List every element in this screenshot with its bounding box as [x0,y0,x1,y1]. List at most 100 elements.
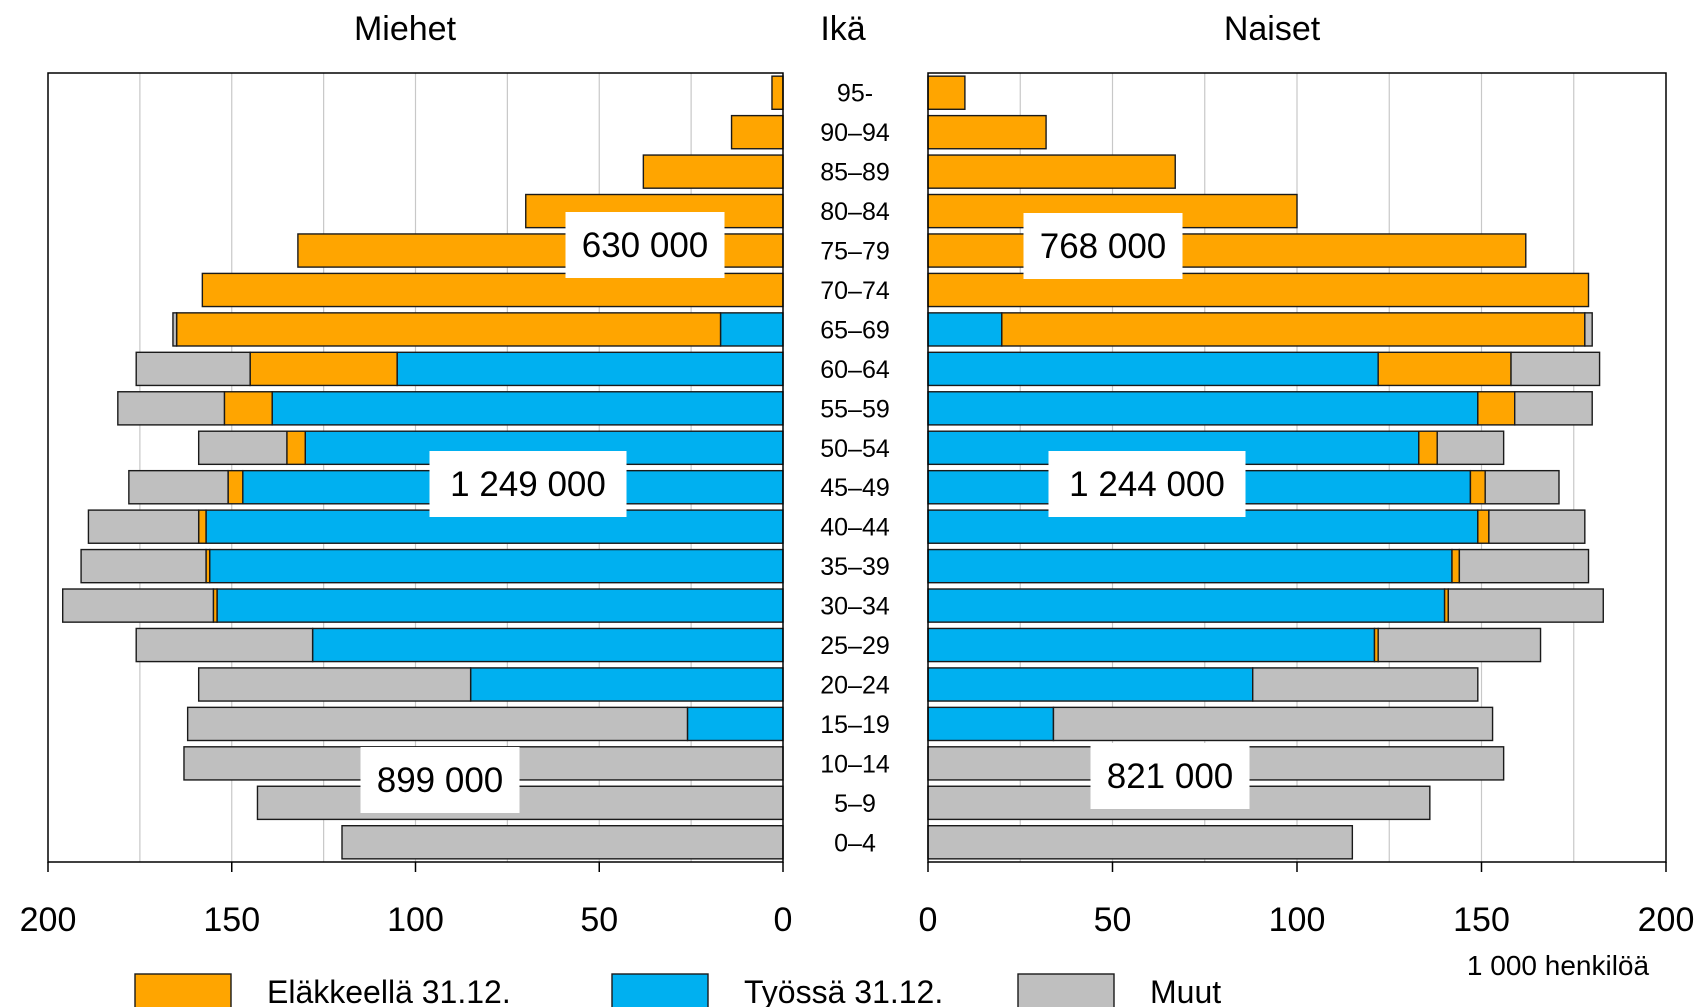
bar-women-other-13 [1447,588,1604,623]
title-age: Ikä [820,10,865,48]
bar-women-working-8 [927,391,1479,426]
age-label-14: 25–29 [820,632,890,660]
title-men: Miehet [354,10,457,48]
bar-women-working-14 [927,627,1376,663]
tick-label-men-100: 100 [387,901,444,939]
women-retired-total-box [1023,213,1183,279]
bar-men-retired-8 [223,391,273,426]
bar-men-other-19 [341,825,784,860]
bar-women-retired-12 [1451,548,1461,584]
bar-men-other-16 [186,706,689,742]
bar-men-working-12 [208,548,784,584]
tick-label-men-150: 150 [203,901,260,939]
bar-women-working-12 [927,548,1453,584]
bar-men-retired-7 [249,351,398,387]
age-label-12: 35–39 [820,553,890,581]
tick-label-men-50: 50 [580,901,618,939]
title-women: Naiset [1224,10,1321,48]
age-label-8: 55–59 [820,395,890,423]
men-retired-total-label: 630 000 [582,226,709,265]
tick-label-men-200: 200 [20,901,77,939]
age-label-4: 75–79 [820,238,890,266]
bar-men-retired-0 [771,75,784,110]
bar-women-retired-10 [1469,469,1486,505]
age-label-9: 50–54 [820,435,890,463]
age-label-16: 15–19 [820,711,890,739]
bar-men-working-8 [271,391,784,426]
bar-men-retired-5 [201,272,784,308]
bar-women-working-6 [927,312,1003,347]
bar-men-other-18 [256,785,784,821]
age-label-11: 40–44 [820,514,890,542]
age-label-13: 30–34 [820,593,890,621]
tick-label-women-150: 150 [1453,901,1510,939]
bar-women-retired-8 [1477,391,1516,426]
age-label-15: 20–24 [820,671,890,699]
bar-women-retired-0 [927,75,966,110]
men-other-total-label: 899 000 [377,761,504,800]
bar-women-other-7 [1510,351,1601,387]
legend-label-2: Muut [1150,974,1221,1007]
bar-women-other-15 [1252,667,1479,702]
legend-swatch-2 [1017,973,1115,1007]
bar-men-retired-6 [175,312,722,347]
bar-men-retired-10 [227,469,244,505]
bar-women-working-7 [927,351,1379,387]
bar-men-other-14 [135,627,314,663]
bar-women-other-8 [1514,391,1593,426]
men-working-total-label: 1 249 000 [450,465,606,504]
tick-label-women-200: 200 [1638,901,1695,939]
bar-men-working-15 [469,667,784,702]
age-label-18: 5–9 [834,790,876,818]
legend-label-1: Työssä 31.12. [744,974,943,1007]
age-label-19: 0–4 [834,829,876,857]
bar-women-retired-2 [927,154,1176,189]
tick-label-women-100: 100 [1269,901,1326,939]
age-label-17: 10–14 [820,750,890,778]
women-retired-total-label: 768 000 [1040,227,1167,266]
bar-women-retired-9 [1418,430,1438,466]
bar-men-other-15 [197,667,472,702]
bar-men-other-6 [172,312,178,347]
bar-men-other-10 [128,469,229,505]
tick-label-women-50: 50 [1094,901,1132,939]
age-label-6: 65–69 [820,316,890,344]
unit-note: 1 000 henkilöä [1467,950,1650,981]
bar-men-working-16 [686,706,784,742]
tick-label-men-0: 0 [774,901,793,939]
bar-men-working-13 [216,588,784,623]
women-working-total-box [1048,451,1246,517]
bar-women-other-19 [927,825,1354,860]
legend: Eläkkeellä 31.12. Työssä 31.12. Muut [134,973,1221,1007]
bar-women-retired-6 [1001,312,1586,347]
bar-men-retired-11 [197,509,207,544]
bar-women-other-14 [1377,627,1542,663]
bar-women-retired-7 [1377,351,1512,387]
bar-women-other-6 [1584,312,1593,347]
bar-women-working-16 [927,706,1055,742]
women-working-total-label: 1 244 000 [1069,465,1225,504]
women-other-total-box [1090,743,1250,809]
age-label-0: 95- [837,80,873,108]
age-label-7: 60–64 [820,356,890,384]
bar-women-other-10 [1484,469,1560,505]
bar-men-other-9 [197,430,288,466]
bar-women-other-16 [1052,706,1494,742]
women-other-total-label: 821 000 [1107,757,1234,796]
bar-men-retired-2 [642,154,784,189]
bar-women-retired-11 [1477,509,1490,544]
age-label-1: 90–94 [820,119,890,147]
bar-men-other-13 [62,588,215,623]
x-axis-ticks: 0 0 50 50 100 100 150 150 200 200 [20,862,1695,939]
legend-swatch-0 [134,973,232,1007]
tick-label-women-0: 0 [919,901,938,939]
bar-men-working-6 [719,312,784,347]
age-label-3: 80–84 [820,198,890,226]
bar-women-working-15 [927,667,1254,702]
bar-men-other-7 [135,351,251,387]
legend-label-0: Eläkkeellä 31.12. [267,974,511,1007]
total-annotations: 630 000 1 249 000 899 000 768 000 1 244 000 8… [360,212,1250,813]
bar-women-other-11 [1488,509,1586,544]
bar-men-other-12 [80,548,207,584]
